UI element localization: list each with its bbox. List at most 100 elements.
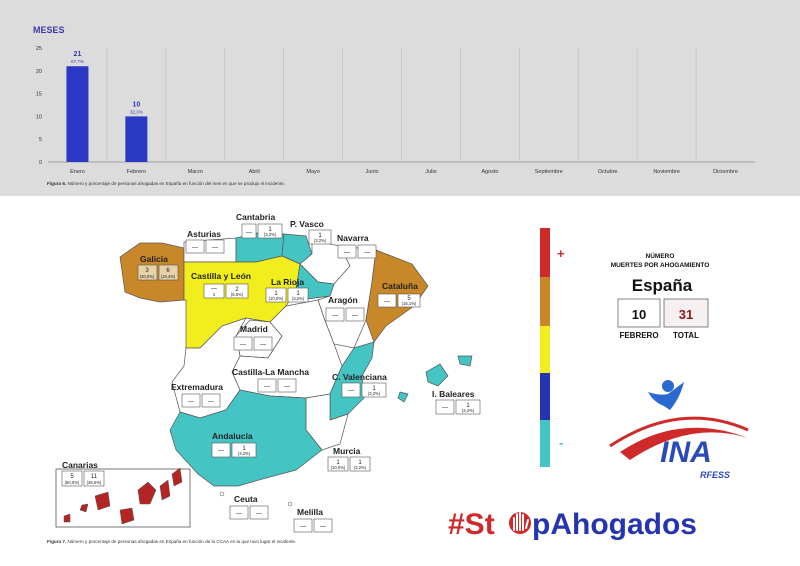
logo-rfess: RFESS <box>700 470 730 480</box>
label-cataluna: Cataluña <box>382 281 418 291</box>
label-melilla: Melilla <box>297 507 323 517</box>
pct-murcia-2: (3,2%) <box>354 465 367 470</box>
val-baleares-1: — <box>442 405 448 411</box>
label-andalucia: Andalucía <box>212 431 253 441</box>
val-canarias-2: 11 <box>91 474 98 480</box>
label-castilla-mancha: Castilla-La Mancha <box>232 367 309 377</box>
pct-rioja-1: (10,0%) <box>269 296 284 301</box>
bar-value-label: 10 <box>132 101 140 108</box>
val-clm-1: — <box>264 384 270 390</box>
pct-canarias-1: (50,0%) <box>65 480 80 485</box>
label-castilla-leon: Castilla y León <box>191 271 251 281</box>
x-tick-label: Noviembre <box>653 169 680 175</box>
val-ceuta-2: — <box>256 511 262 517</box>
region-canarias <box>63 467 183 525</box>
val-pvasco-2: 1 <box>318 233 322 239</box>
x-tick-label: Septiembre <box>535 169 563 175</box>
pct-cataluna-2: (16,1%) <box>402 301 417 306</box>
panel-total-value: 31 <box>679 307 693 322</box>
color-legend: + - <box>540 228 565 467</box>
y-tick-label: 20 <box>36 69 42 75</box>
region-melilla <box>287 501 293 507</box>
hashtag-part2: pAhogados <box>532 508 697 541</box>
region-cataluna <box>365 249 429 343</box>
label-murcia: Murcia <box>333 446 361 456</box>
logo-ina: INA <box>660 436 712 469</box>
val-galicia-2: 6 <box>166 268 170 274</box>
label-canarias: Canarias <box>62 460 98 470</box>
x-tick-label: Mayo <box>306 169 319 175</box>
val-andalucia-1: — <box>218 448 224 454</box>
bar-value-label: 21 <box>74 51 82 58</box>
deaths-panel: NÚMERO MUERTES POR AHOGAMIENTO España 10… <box>611 251 710 340</box>
val-ceuta-1: — <box>236 511 242 517</box>
val-cantabria-1: — <box>246 230 252 236</box>
label-baleares: I. Baleares <box>432 389 475 399</box>
region-andalucia <box>169 389 323 487</box>
panel-header-2: MUERTES POR AHOGAMIENTO <box>611 262 710 269</box>
val-murcia-2: 1 <box>358 460 362 466</box>
figure6-caption: Figura 6. Número y porcentaje de persona… <box>47 181 285 186</box>
val-clm-2: — <box>284 384 290 390</box>
label-navarra: Navarra <box>337 233 369 243</box>
panel-month-value: 10 <box>632 307 646 322</box>
val-aragon-1: — <box>332 313 338 319</box>
panel-header-1: NÚMERO <box>646 251 675 260</box>
val-melilla-2: — <box>320 524 326 530</box>
label-aragon: Aragón <box>328 295 358 305</box>
label-extremadura: Extremadura <box>171 382 223 392</box>
val-baleares-2: 1 <box>466 403 470 409</box>
val-navarra-2: — <box>364 250 370 256</box>
figure6-caption-text: Número y porcentaje de personas ahogadas… <box>67 181 286 186</box>
hashtag: #St pAhogados <box>448 508 697 541</box>
val-madrid-2: — <box>260 342 266 348</box>
val-cyl-2: 2 <box>235 287 239 293</box>
val-canarias-1: 5 <box>70 474 74 480</box>
x-tick-label: Octubre <box>598 169 618 175</box>
pct-galicia-1: (30,0%) <box>140 274 155 279</box>
val-cataluna-2: 5 <box>407 296 411 302</box>
val-galicia-1: 3 <box>145 268 149 274</box>
val-murcia-1: 1 <box>336 460 340 466</box>
panel-country: España <box>632 276 693 295</box>
chart-panel: MESES 0 5 10 15 20 25 Enero 21 67,7% Febrero 10 32,… <box>0 0 800 196</box>
pct-baleares-2: (3,2%) <box>462 408 475 413</box>
x-tick-label: Marzo <box>188 169 203 175</box>
label-asturias: Asturias <box>187 229 221 239</box>
y-tick-label: 10 <box>36 114 42 120</box>
label-galicia: Galicia <box>140 254 168 264</box>
chart-title: MESES <box>33 25 65 35</box>
pct-cyl-2: (6,5%) <box>231 292 244 297</box>
figure7-caption-text: Número y porcentaje de personas ahogadas… <box>67 539 297 544</box>
val-cyl-1: — <box>211 286 217 292</box>
ina-rfess-logo: INA RFESS <box>609 380 749 480</box>
region-cvalenciana <box>329 341 375 421</box>
label-cantabria: Cantabria <box>236 212 275 222</box>
y-tick-label: 25 <box>36 46 42 52</box>
bar-percent-label: 67,7% <box>71 59 84 64</box>
bar-chart: 0510152025Enero2167,7%Febrero1032,3%Marz… <box>36 46 755 175</box>
val-cyl-extra: 1 <box>213 292 216 297</box>
hashtag-part1: #St <box>448 508 495 541</box>
x-tick-label: Abril <box>249 169 260 175</box>
x-tick-label: Febrero <box>127 169 146 175</box>
x-tick-label: Junio <box>365 169 378 175</box>
label-madrid: Madrid <box>240 324 268 334</box>
region-baleares <box>397 355 473 403</box>
x-tick-label: Diciembre <box>713 169 738 175</box>
x-tick-label: Julio <box>425 169 436 175</box>
label-ceuta: Ceuta <box>234 494 258 504</box>
val-rioja-2: 1 <box>296 291 300 297</box>
region-extremadura <box>171 317 247 419</box>
val-melilla-1: — <box>300 524 306 530</box>
pct-cvalenciana-2: (3,2%) <box>368 391 381 396</box>
val-extremadura-1: — <box>188 399 194 405</box>
legend-minus: - <box>559 435 563 450</box>
val-navarra-1: — <box>344 250 350 256</box>
label-pvasco: P. Vasco <box>290 219 324 229</box>
panel-total-label: TOTAL <box>673 331 699 340</box>
pct-rioja-2: (3,2%) <box>292 296 305 301</box>
x-tick-label: Agosto <box>481 169 498 175</box>
figure6-caption-prefix: Figura 6. <box>47 181 67 186</box>
